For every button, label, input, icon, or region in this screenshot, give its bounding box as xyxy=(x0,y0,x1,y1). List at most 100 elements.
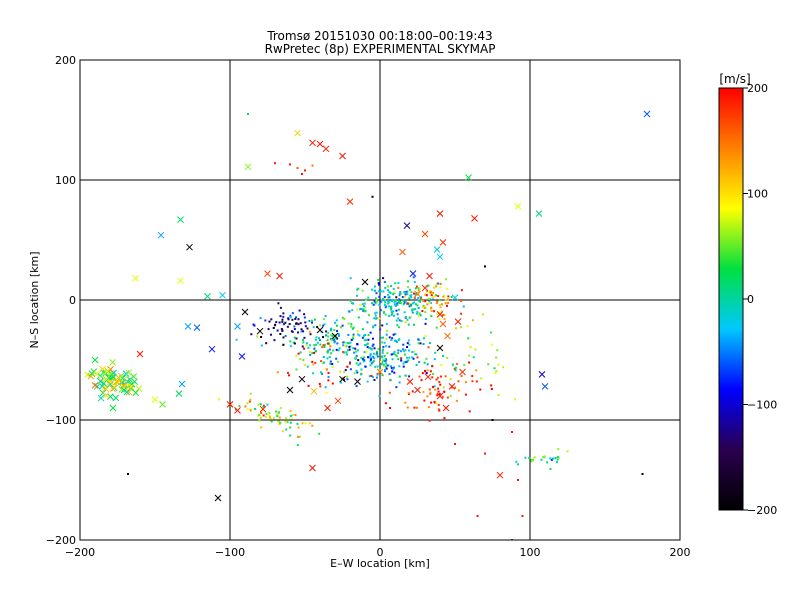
data-point-dot xyxy=(440,364,443,367)
data-point-dot xyxy=(276,329,279,332)
data-point-dot xyxy=(402,365,405,368)
data-point-dot xyxy=(443,318,446,321)
data-point-dot xyxy=(322,356,325,359)
data-point-cross xyxy=(459,368,466,376)
data-point-dot xyxy=(415,406,418,409)
data-point-dot xyxy=(301,345,304,348)
data-point-dot xyxy=(388,378,391,381)
data-point-cross xyxy=(208,345,216,353)
data-point-dot xyxy=(384,286,387,289)
data-point-dot xyxy=(266,403,269,406)
data-point-dot xyxy=(334,337,337,340)
data-point-cross xyxy=(100,380,108,387)
data-point-cross xyxy=(421,230,429,238)
data-point-dot xyxy=(390,305,393,308)
data-point-dot xyxy=(480,377,483,380)
data-point-dot xyxy=(250,333,253,336)
data-point-dot xyxy=(268,320,271,323)
data-point-dot xyxy=(393,350,396,353)
data-point-dot xyxy=(304,169,306,172)
data-point-dot xyxy=(355,385,358,388)
data-point-cross xyxy=(514,203,522,210)
data-point-dot xyxy=(427,346,430,349)
data-point-dot xyxy=(408,375,411,378)
x-axis-ticks: −200 −100 0 100 200 xyxy=(65,60,691,559)
data-point-cross xyxy=(110,373,117,381)
data-point-dot xyxy=(359,308,362,311)
data-point-dot xyxy=(392,298,395,301)
data-point-dot xyxy=(411,390,414,393)
data-point-dot xyxy=(388,305,391,308)
data-point-dot xyxy=(302,341,305,344)
data-point-dot xyxy=(313,351,316,354)
data-point-dot xyxy=(404,361,407,364)
data-point-dot xyxy=(278,321,281,324)
data-point-dot xyxy=(358,334,361,337)
data-point-dot xyxy=(393,371,396,374)
data-point-dot xyxy=(334,321,337,324)
data-point-dot xyxy=(434,388,437,391)
data-point-cross xyxy=(322,145,330,153)
data-point-dot xyxy=(359,362,362,365)
data-point-cross xyxy=(109,404,117,412)
data-point-cross xyxy=(439,320,447,328)
data-point-cross xyxy=(97,394,105,402)
data-point-dot xyxy=(419,314,422,317)
data-point-cross xyxy=(214,494,222,502)
data-point-dot xyxy=(352,337,355,340)
data-point-dot xyxy=(382,310,385,313)
data-point-dot xyxy=(428,342,431,345)
data-point-dot xyxy=(371,337,374,340)
data-point-dot xyxy=(371,302,374,305)
data-point-dot xyxy=(318,339,321,342)
data-point-dot xyxy=(305,342,308,345)
data-point-dot xyxy=(383,365,386,368)
data-point-dot xyxy=(285,428,288,431)
data-point-cross xyxy=(414,386,421,394)
data-point-dot xyxy=(372,361,375,364)
data-point-dot xyxy=(402,299,405,302)
data-point-dot xyxy=(274,323,277,326)
data-point-dot xyxy=(443,313,446,316)
data-point-dot xyxy=(372,355,375,358)
data-point-dot xyxy=(273,417,276,420)
data-point-dot xyxy=(354,357,357,360)
data-point-dot xyxy=(388,314,391,317)
y-tick-label: 0 xyxy=(69,294,76,307)
data-point-dot xyxy=(289,434,292,437)
data-point-dot xyxy=(394,332,397,335)
data-point-dot xyxy=(384,306,387,309)
data-point-dot xyxy=(381,324,384,327)
data-point-dot xyxy=(428,291,431,294)
data-point-cross xyxy=(238,353,246,360)
data-point-dot xyxy=(264,319,267,322)
data-point-dot xyxy=(404,293,407,296)
data-point-cross xyxy=(406,378,414,385)
data-point-dot xyxy=(425,357,428,360)
data-point-dot xyxy=(408,297,411,300)
data-point-dot xyxy=(308,319,311,322)
data-point-cross xyxy=(334,397,342,405)
data-point-dot xyxy=(412,276,415,279)
data-point-dot xyxy=(319,343,322,346)
data-point-dot xyxy=(375,292,378,295)
data-point-dot xyxy=(406,406,409,409)
data-point-dot xyxy=(322,344,325,347)
data-point-dot xyxy=(495,356,498,359)
data-point-dot xyxy=(258,419,261,422)
data-point-dot xyxy=(566,450,569,453)
data-point-dot xyxy=(362,360,365,363)
data-point-dot xyxy=(295,368,298,371)
data-point-dot xyxy=(389,299,392,302)
data-point-dot xyxy=(557,448,560,451)
data-point-dot xyxy=(398,381,401,384)
data-point-dot xyxy=(416,310,419,313)
data-point-dot xyxy=(396,324,399,327)
data-point-dot xyxy=(468,354,471,357)
data-point-dot xyxy=(330,327,333,330)
data-point-dot xyxy=(272,326,275,329)
data-point-dot xyxy=(445,304,448,307)
data-point-dot xyxy=(289,345,292,348)
data-point-dot xyxy=(260,335,263,338)
data-point-dot xyxy=(353,372,356,375)
